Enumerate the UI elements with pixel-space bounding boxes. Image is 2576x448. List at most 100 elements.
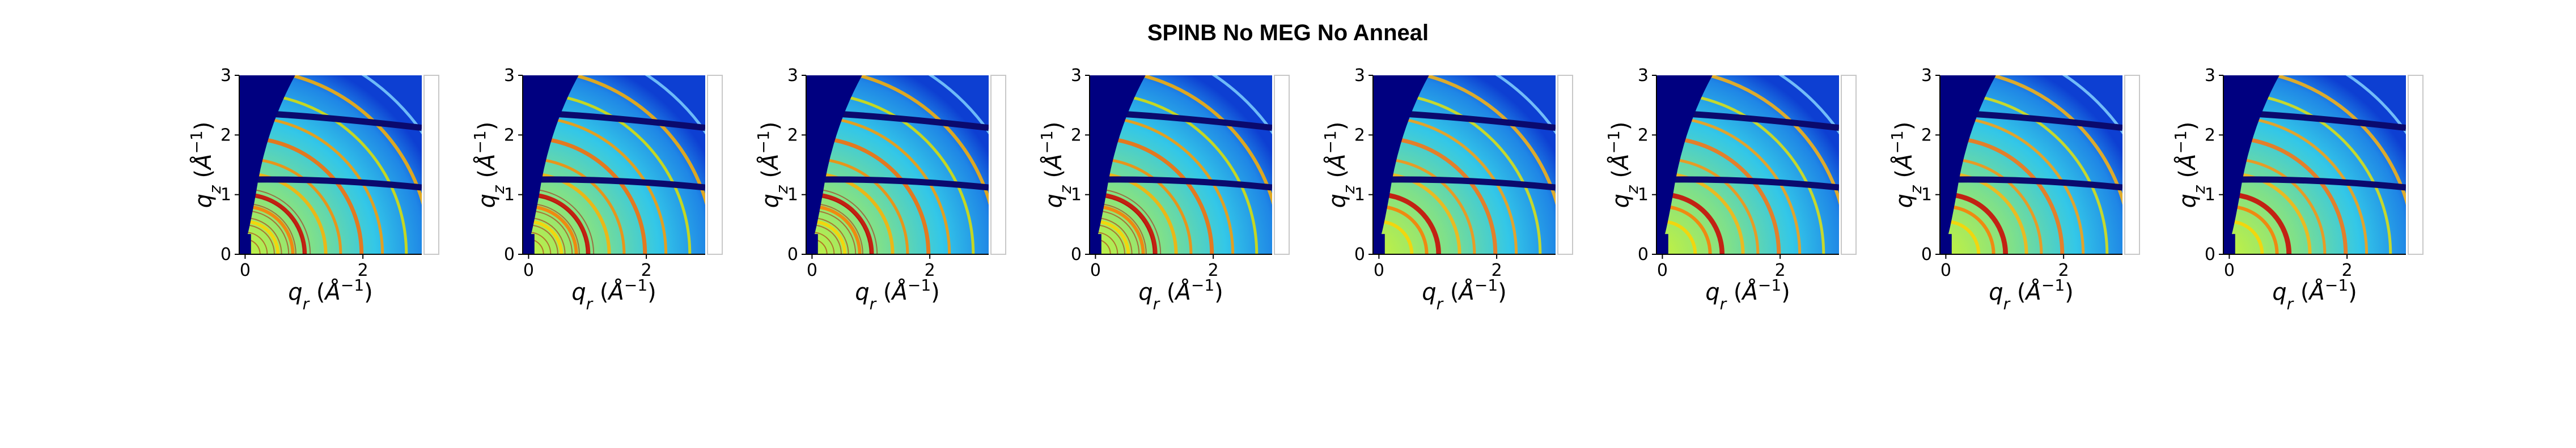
- x-tick-label: 0: [1657, 261, 1668, 280]
- diffraction-ring: [245, 157, 342, 254]
- diffraction-ring: [528, 116, 668, 254]
- diffraction-ring: [528, 193, 591, 254]
- diffraction-ring: [1379, 204, 1429, 254]
- fine-ring: [812, 232, 835, 254]
- fine-ring: [245, 217, 282, 254]
- detector-gap: [1373, 176, 1556, 191]
- intensity-core: [1656, 127, 1790, 254]
- y-axis-label: qz (Å−1): [1604, 122, 1642, 208]
- colorbar: [1274, 75, 1290, 255]
- y-axis-label: qz (Å−1): [754, 122, 791, 208]
- diffraction-ring: [1946, 116, 2085, 254]
- fine-ring: [1095, 203, 1147, 254]
- x-tick-label: 2: [641, 261, 652, 280]
- diffraction-ring: [812, 220, 847, 254]
- diffraction-ring: [528, 136, 647, 254]
- fine-ring: [1095, 224, 1125, 254]
- y-tick-label: 1: [2205, 185, 2215, 205]
- diffraction-ring: [1095, 204, 1145, 254]
- diffraction-ring: [245, 116, 384, 254]
- y-tick-label: 1: [1921, 185, 1932, 205]
- diffraction-ring: [1946, 172, 2028, 254]
- diffraction-ring: [2229, 204, 2279, 254]
- beam-stop: [2223, 234, 2235, 254]
- beam-stop: [523, 234, 535, 254]
- diffraction-ring: [1662, 220, 1697, 254]
- diffraction-ring: [361, 75, 422, 135]
- diffraction-ring: [1946, 192, 2009, 254]
- y-tick-label: 0: [221, 245, 231, 264]
- fine-ring: [528, 189, 595, 254]
- detector-gap: [1691, 110, 1839, 131]
- y-tick-label: 3: [221, 66, 231, 86]
- missing-wedge: [523, 75, 579, 238]
- fine-ring: [812, 224, 842, 254]
- y-tick-label: 2: [1354, 125, 1365, 145]
- colorbar: [1557, 75, 1573, 255]
- scattering-image: [1656, 75, 1839, 254]
- x-tick-label: 2: [1208, 261, 1219, 280]
- fine-ring: [1095, 210, 1140, 254]
- fine-ring: [528, 224, 558, 254]
- y-tick-label: 0: [504, 245, 515, 264]
- intensity-core: [1373, 127, 1507, 254]
- detector-gap: [1408, 110, 1556, 131]
- fine-ring: [812, 189, 878, 254]
- y-tick-label: 2: [221, 125, 231, 145]
- scattering-image: [2223, 75, 2406, 254]
- diffraction-ring: [1095, 172, 1178, 254]
- x-axis-label: qr (Å−1): [855, 276, 940, 313]
- y-tick-label: 1: [1638, 185, 1649, 205]
- diffraction-ring: [1095, 136, 1214, 254]
- beam-stop: [1373, 234, 1385, 254]
- diffraction-ring: [1379, 220, 1414, 254]
- beam-stop: [1940, 234, 1952, 254]
- fine-ring: [1095, 189, 1162, 254]
- scattering-image: [1090, 75, 1272, 254]
- fine-ring: [812, 195, 871, 254]
- fine-ring: [528, 217, 566, 254]
- fine-ring: [812, 203, 863, 254]
- colorbar: [2124, 75, 2140, 255]
- y-tick-label: 0: [1071, 245, 1082, 264]
- diffraction-ring: [812, 204, 862, 254]
- diffraction-ring: [245, 193, 307, 254]
- x-tick-label: 0: [240, 261, 251, 280]
- diffraction-ring: [1662, 172, 1745, 254]
- beam-stop: [1656, 234, 1668, 254]
- missing-wedge: [1373, 75, 1429, 238]
- colorbar: [2408, 75, 2424, 255]
- diffraction-ring: [1946, 204, 1995, 254]
- missing-wedge: [1656, 75, 1713, 238]
- detector-gap: [1124, 110, 1272, 131]
- scattering-image: [239, 75, 422, 254]
- x-axis-label: qr (Å−1): [1989, 276, 2074, 313]
- y-tick-label: 3: [504, 66, 515, 86]
- fine-ring: [812, 210, 857, 254]
- missing-wedge: [239, 75, 295, 238]
- diffraction-ring: [2229, 136, 2348, 254]
- diffraction-ring: [812, 172, 895, 254]
- missing-wedge: [1940, 75, 1996, 238]
- y-tick-label: 3: [2205, 66, 2215, 86]
- detector-gap: [523, 176, 705, 191]
- y-tick-label: 3: [787, 66, 798, 86]
- diffraction-ring: [1946, 220, 1981, 254]
- diffraction-ring: [812, 157, 909, 254]
- x-axis-label: qr (Å−1): [288, 276, 373, 313]
- diffraction-ring: [1495, 75, 1556, 135]
- x-tick-label: 0: [523, 261, 534, 280]
- x-tick-label: 0: [1090, 261, 1101, 280]
- x-tick-label: 0: [807, 261, 817, 280]
- diffraction-ring: [1778, 75, 1839, 135]
- diffraction-ring: [245, 220, 280, 254]
- fine-ring: [528, 210, 573, 254]
- scattering-image: [806, 75, 989, 254]
- y-tick-label: 2: [1921, 125, 1932, 145]
- diffraction-ring: [528, 204, 578, 254]
- detector-gap: [1656, 176, 1839, 191]
